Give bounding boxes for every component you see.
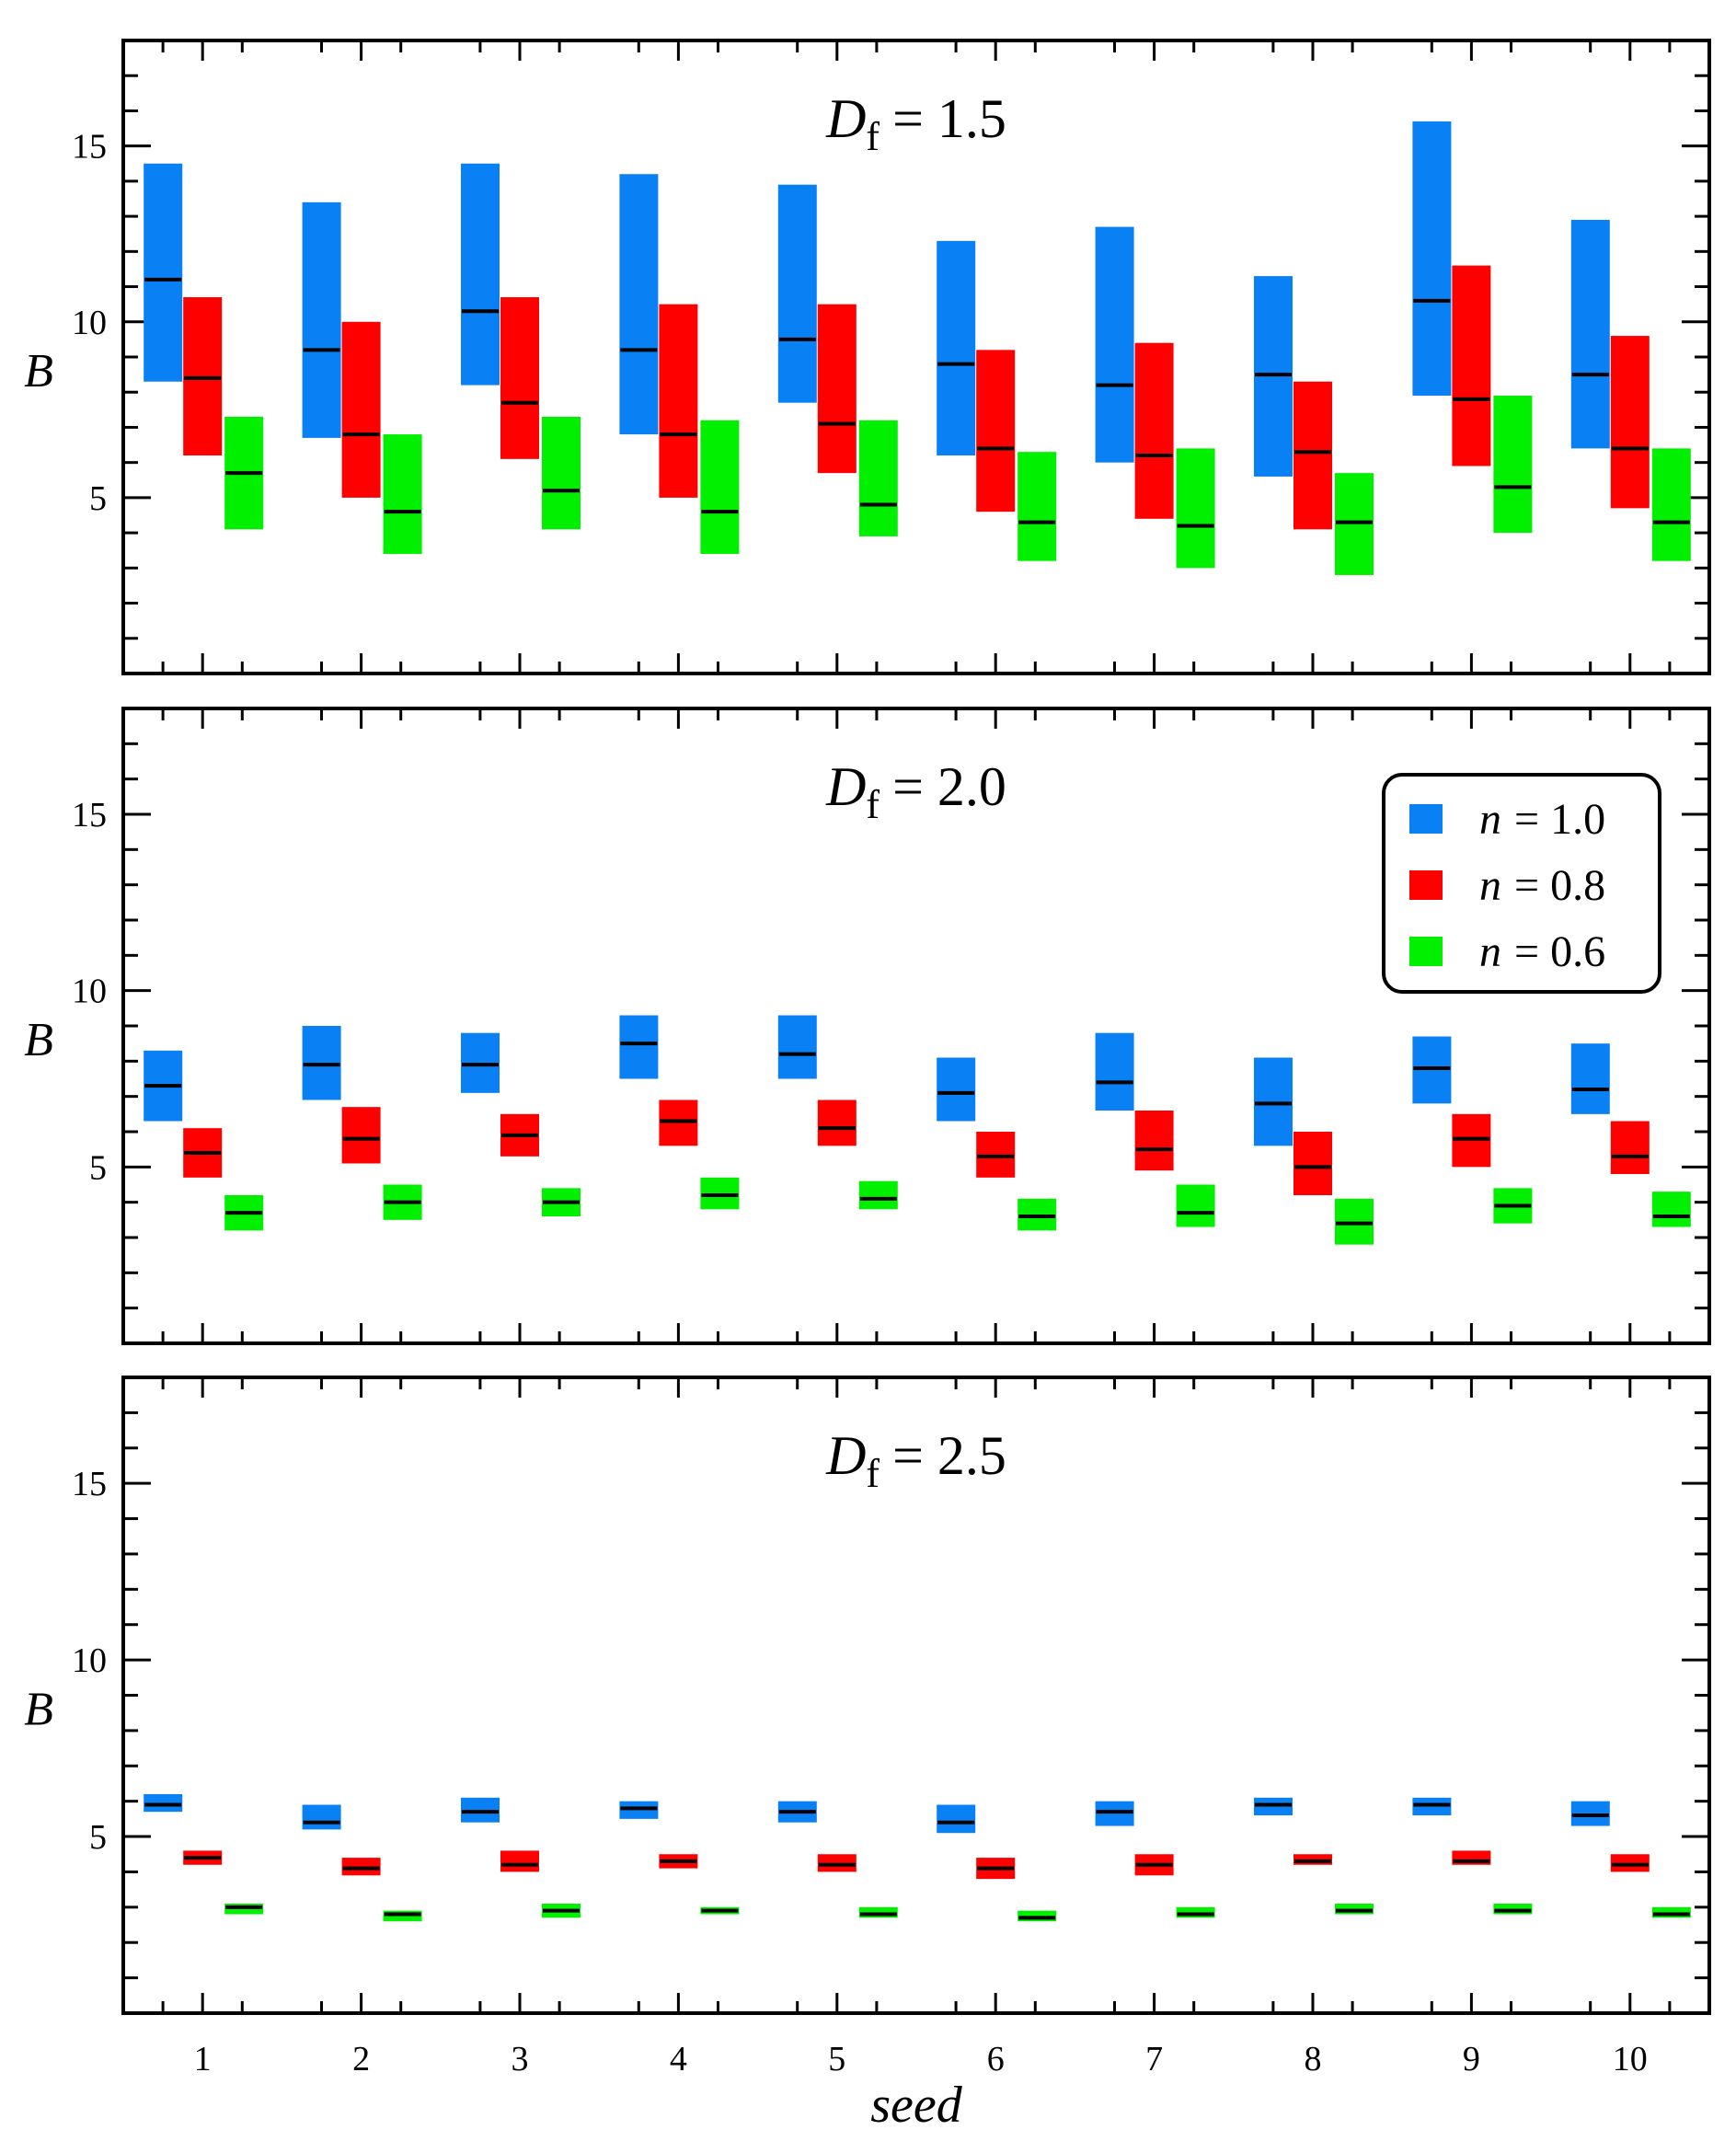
range-box [619,1015,659,1079]
panel-title: Df = 1.5 [825,88,1006,159]
legend-swatch [1409,937,1443,966]
range-box [937,240,976,456]
x-tick-label: 7 [1145,2040,1163,2078]
x-tick-label: 10 [1613,2040,1648,2078]
range-box [777,184,817,403]
legend-swatch [1409,804,1443,834]
range-box [1293,1132,1332,1195]
range-box [1452,265,1491,466]
legend-label: n = 0.6 [1479,927,1605,976]
y-axis-label: B [24,1684,53,1736]
panel-title: Df = 2.5 [825,1425,1006,1496]
legend-label: n = 0.8 [1479,861,1605,910]
y-tick-label: 15 [72,796,107,835]
range-box [1293,381,1332,530]
range-box [1651,1192,1691,1227]
series-n-0-6 [224,396,1691,575]
y-tick-label: 5 [89,1148,107,1187]
legend: n = 1.0 n = 0.8 n = 0.6 [1382,773,1661,994]
range-box [937,1804,976,1834]
y-tick-label: 10 [72,973,107,1011]
series-n-0-8 [183,265,1650,530]
range-box [383,434,422,555]
legend-label: n = 1.0 [1479,795,1605,844]
range-box [1095,226,1134,463]
range-box [817,1100,857,1146]
range-box [1570,1043,1610,1114]
x-tick-label: 6 [987,2040,1005,2078]
x-tick-label: 9 [1463,2040,1480,2078]
range-box [1610,336,1650,509]
series-n-0-6 [224,1903,1691,1922]
range-box [1651,448,1691,561]
panel-title: Df = 2.0 [825,756,1006,827]
x-tick-label: 8 [1305,2040,1322,2078]
range-box [858,420,898,536]
series-n-0-8 [183,1100,1650,1195]
x-tick-label: 1 [194,2040,212,2078]
range-box [1134,342,1174,519]
range-box [1176,1184,1215,1227]
x-tick-label: 2 [352,2040,370,2078]
panel-1: 5 10 15 B Df = 1.5 [24,39,1711,675]
series-n-0-8 [183,1850,1650,1880]
legend-swatch [1409,870,1443,900]
range-box [659,304,698,498]
y-tick-label: 5 [89,479,107,518]
x-tick-label: 3 [512,2040,529,2078]
y-tick-label: 5 [89,1818,107,1857]
y-tick-label: 10 [72,304,107,342]
range-box [542,416,581,530]
range-box [777,1015,817,1079]
range-box [1134,1111,1174,1171]
range-box [1095,1032,1134,1111]
range-box [302,1804,341,1830]
y-tick-label: 15 [72,128,107,167]
range-box [976,350,1016,512]
range-box [1176,448,1215,569]
range-box [700,420,740,555]
range-box [619,174,659,435]
range-box [500,1850,539,1872]
range-box [1610,1121,1650,1174]
range-box [1570,219,1610,449]
range-box [461,163,500,386]
range-box [341,321,381,498]
panel-2: 5 10 15 B Df = 2.0 n = 1.0 n = 0.8 n = 0.6 [24,707,1711,1345]
panel-3: 5 10 15 B Df = 2.5 1 2 3 4 5 6 7 8 9 10 seed [24,1376,1711,2130]
range-box [1493,396,1533,534]
series-n-1-0 [144,1015,1610,1146]
y-tick-label: 10 [72,1641,107,1680]
range-box [1412,121,1452,397]
range-box [302,201,341,438]
x-axis-label: seed [870,2077,963,2130]
range-box [1017,452,1057,561]
series-n-0-6 [224,1177,1691,1245]
x-tick-label: 5 [828,2040,845,2078]
y-axis-label: B [24,1014,53,1066]
range-box [937,1057,976,1122]
legend-frame [1382,773,1661,994]
series-n-1-0 [144,121,1610,477]
range-box [500,297,539,459]
range-box [858,1180,898,1210]
y-axis-label: B [24,345,53,397]
series-n-1-0 [144,1793,1610,1834]
range-box [144,163,183,382]
x-tick-label: 4 [670,2040,687,2078]
range-box [817,304,857,474]
range-box [341,1107,381,1164]
y-tick-label: 15 [72,1465,107,1503]
